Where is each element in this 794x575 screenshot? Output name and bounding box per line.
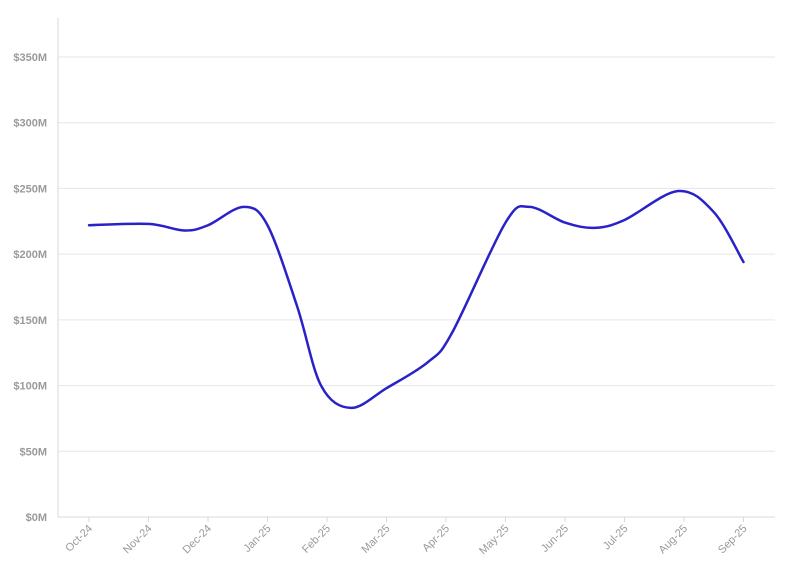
y-tick-label: $0M (26, 512, 47, 524)
series-line (87, 189, 745, 410)
x-tick-label: May-25 (477, 523, 511, 557)
series-group (87, 189, 745, 410)
x-tick-label: Apr-25 (420, 523, 452, 555)
y-tick-label: $200M (13, 249, 47, 261)
x-tick-label: Jun-25 (539, 523, 571, 555)
x-tick-label: Oct-24 (63, 523, 95, 555)
x-tick-label: Aug-25 (657, 523, 691, 557)
x-tick-label: Sep-25 (716, 523, 750, 557)
x-tick-label: Feb-25 (300, 523, 333, 556)
x-tick-label: Mar-25 (359, 523, 392, 556)
x-tick-label: Jul-25 (601, 523, 631, 553)
x-tick-label: Jan-25 (241, 523, 273, 555)
grid-lines (58, 56, 775, 452)
y-tick-label: $300M (13, 118, 47, 130)
y-tick-label: $100M (13, 381, 47, 393)
x-axis: Oct-24 Nov-24 Dec-24 Jan-25 Feb-25 Mar-25 Apr-… (58, 516, 775, 557)
x-tick-label: Dec-24 (181, 523, 215, 557)
y-axis: $0M $50M $100M $150M $200M $250M $300M $350M (13, 18, 59, 524)
y-tick-label: $50M (19, 446, 47, 458)
y-tick-label: $350M (13, 52, 47, 64)
x-tick-label: Nov-24 (121, 523, 155, 557)
y-tick-label: $250M (13, 183, 47, 195)
y-tick-label: $150M (13, 315, 47, 327)
